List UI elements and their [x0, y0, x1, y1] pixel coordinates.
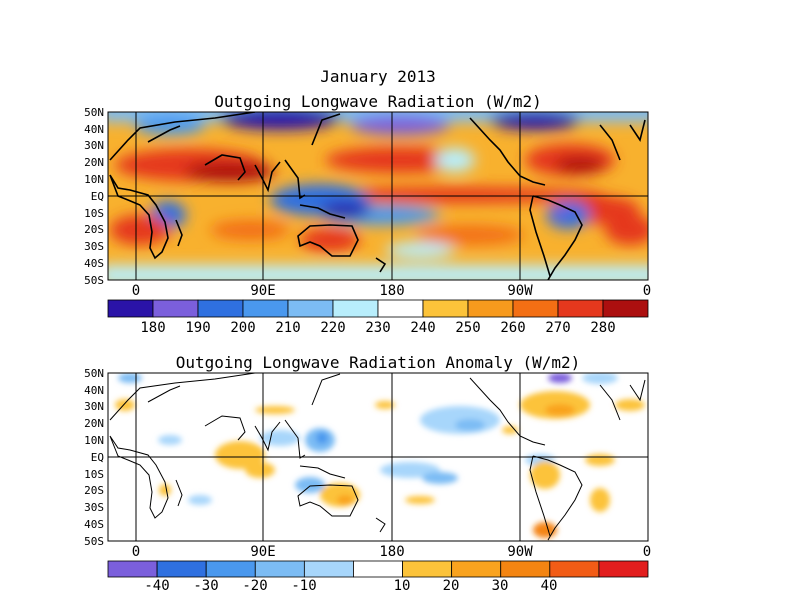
anomaly-lon-labels: 0 90E 180 90W 0 — [132, 544, 651, 560]
colorbar-label: 250 — [455, 320, 480, 336]
lat-label: 30N — [84, 139, 104, 152]
colorbar-label: 200 — [230, 320, 255, 336]
anomaly-map — [107, 372, 649, 542]
olr-map-frame — [107, 111, 649, 281]
anomaly-colorbar-labels: -40 -30 -20 -10 10 20 30 40 — [144, 578, 557, 594]
olr-lon-labels: 0 90E 180 90W 0 — [132, 283, 651, 299]
lon-label: 90W — [507, 544, 533, 560]
colorbar-label: -30 — [193, 578, 218, 594]
colorbar-label: 210 — [275, 320, 300, 336]
anomaly-colorbar — [107, 560, 649, 578]
olr-field — [108, 112, 648, 280]
colorbar-label: 270 — [545, 320, 570, 336]
colorbar-label: 280 — [590, 320, 615, 336]
lat-label: 50S — [84, 274, 104, 287]
colorbar-label: 30 — [492, 578, 509, 594]
colorbar-label: 10 — [394, 578, 411, 594]
lat-label: 30S — [84, 240, 104, 253]
olr-panel-title: Outgoing Longwave Radiation (W/m2) — [214, 92, 542, 111]
anomaly-panel-title: Outgoing Longwave Radiation Anomaly (W/m… — [176, 353, 581, 372]
colorbar-label: 180 — [140, 320, 165, 336]
lat-label: 30N — [84, 400, 104, 413]
figure-title: January 2013 — [320, 67, 436, 86]
lon-label: 90E — [250, 283, 275, 299]
lon-label: 0 — [132, 544, 140, 560]
lat-label: 40N — [84, 384, 104, 397]
colorbar-swatch — [332, 299, 379, 318]
colorbar-swatch — [402, 560, 453, 578]
lat-label: EQ — [91, 190, 104, 203]
colorbar-swatch — [467, 299, 514, 318]
colorbar-label: 230 — [365, 320, 390, 336]
colorbar-swatch — [287, 299, 334, 318]
colorbar-swatch — [353, 560, 403, 578]
colorbar-swatch — [422, 299, 469, 318]
lat-label: 10N — [84, 173, 104, 186]
olr-colorbar — [107, 299, 649, 318]
lat-label: 40N — [84, 123, 104, 136]
colorbar-swatch — [512, 299, 559, 318]
lon-label: 180 — [379, 544, 404, 560]
lon-label: 0 — [643, 544, 651, 560]
colorbar-swatch — [156, 560, 207, 578]
lat-label: 50N — [84, 367, 104, 380]
colorbar-swatch — [254, 560, 305, 578]
lat-label: 50S — [84, 535, 104, 548]
colorbar-label: -40 — [144, 578, 169, 594]
colorbar-swatch — [107, 560, 158, 578]
anomaly-lat-labels: 50N 40N 30N 20N 10N EQ 10S 20S 30S 40S 5… — [84, 367, 104, 548]
colorbar-swatch — [107, 299, 154, 318]
colorbar-swatch — [598, 560, 649, 578]
colorbar-label: 190 — [185, 320, 210, 336]
lat-label: 20N — [84, 417, 104, 430]
graticule — [108, 112, 648, 280]
colorbar-label: 260 — [500, 320, 525, 336]
colorbar-swatch — [500, 560, 551, 578]
olr-colorbar-labels: 180 190 200 210 220 230 240 250 260 270 … — [140, 320, 615, 336]
lat-label: 40S — [84, 257, 104, 270]
colorbar-swatch — [152, 299, 199, 318]
lat-label: 50N — [84, 106, 104, 119]
lon-label: 90W — [507, 283, 533, 299]
lon-label: 180 — [379, 283, 404, 299]
colorbar-label: 220 — [320, 320, 345, 336]
lat-label: 10S — [84, 207, 104, 220]
lat-label: 20S — [84, 223, 104, 236]
lon-label: 0 — [643, 283, 651, 299]
graticule — [108, 373, 648, 541]
colorbar-label: 20 — [443, 578, 460, 594]
colorbar-swatch — [549, 560, 600, 578]
lat-label: 20S — [84, 484, 104, 497]
lat-label: 10S — [84, 468, 104, 481]
lon-label: 90E — [250, 544, 275, 560]
colorbar-swatch — [205, 560, 256, 578]
olr-lat-labels: 50N 40N 30N 20N 10N EQ 10S 20S 30S 40S 5… — [84, 106, 104, 287]
colorbar-swatch — [451, 560, 502, 578]
coastlines — [109, 373, 646, 541]
colorbar-swatch — [303, 560, 354, 578]
colorbar-label: -20 — [242, 578, 267, 594]
lat-label: 30S — [84, 501, 104, 514]
colorbar-label: -10 — [291, 578, 316, 594]
anomaly-map-frame — [107, 372, 649, 542]
lon-label: 0 — [132, 283, 140, 299]
colorbar-swatch — [557, 299, 604, 318]
colorbar-swatch — [377, 299, 424, 318]
lat-label: EQ — [91, 451, 104, 464]
lat-label: 10N — [84, 434, 104, 447]
lat-label: 20N — [84, 156, 104, 169]
colorbar-swatch — [242, 299, 289, 318]
colorbar-label: 240 — [410, 320, 435, 336]
olr-map — [107, 111, 649, 281]
lat-label: 40S — [84, 518, 104, 531]
colorbar-label: 40 — [541, 578, 558, 594]
colorbar-swatch — [197, 299, 244, 318]
colorbar-swatch — [602, 299, 649, 318]
coastlines — [109, 112, 646, 280]
